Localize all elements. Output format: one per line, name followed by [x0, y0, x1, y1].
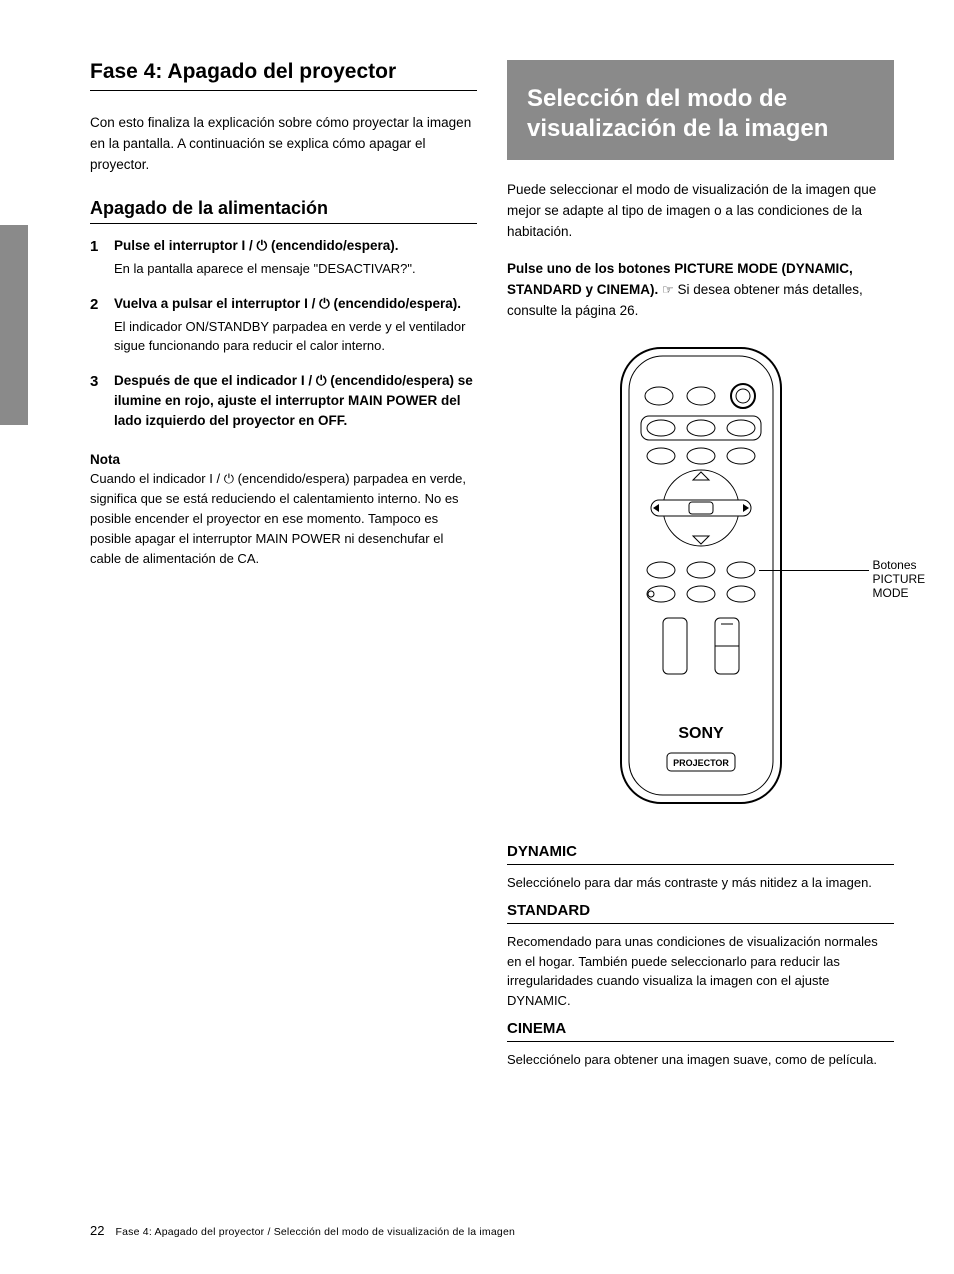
step-sub: El indicador ON/STANDBY parpadea en verd…	[114, 317, 477, 356]
step-bold: Vuelva a pulsar el interruptor I / ⏻ (en…	[114, 296, 461, 311]
step-body: Pulse el interruptor I / ⏻ (encendido/es…	[114, 236, 477, 279]
remote-badge: PROJECTOR	[673, 758, 729, 768]
page-footer-text: Fase 4: Apagado del proyector / Selecció…	[116, 1226, 516, 1238]
step-number: 3	[90, 371, 114, 432]
step-bold: Pulse el interruptor I / ⏻ (encendido/es…	[114, 238, 399, 253]
left-intro: Con esto finaliza la explicación sobre c…	[90, 113, 477, 176]
callout-text-2: PICTURE	[873, 572, 926, 586]
power-icon: I / ⏻	[304, 296, 330, 311]
standard-body: Recomendado para unas condiciones de vis…	[507, 932, 894, 1010]
page-number: 22	[90, 1223, 104, 1238]
turn-off-heading: Apagado de la alimentación	[90, 198, 477, 224]
page-footer: 22 Fase 4: Apagado del proyector / Selec…	[90, 1223, 515, 1238]
step-number: 1	[90, 236, 114, 279]
dynamic-body: Selecciónelo para dar más contraste y má…	[507, 873, 894, 893]
pointing-hand-icon: ☞	[662, 282, 674, 297]
left-column: Fase 4: Apagado del proyector Con esto f…	[90, 60, 477, 1080]
step-text-pre: Después de que el indicador	[114, 373, 301, 388]
remote-illustration: SONY PROJECTOR Botones PICTURE MODE	[601, 338, 801, 821]
step-item: 1 Pulse el interruptor I / ⏻ (encendido/…	[90, 236, 477, 279]
note-body: Cuando el indicador I / ⏻ (encendido/esp…	[90, 469, 477, 570]
page-content: Fase 4: Apagado del proyector Con esto f…	[0, 0, 954, 1274]
standard-heading: STANDARD	[507, 902, 894, 924]
mode-intro-text: Puede seleccionar el modo de visualizaci…	[507, 182, 876, 239]
two-column-layout: Fase 4: Apagado del proyector Con esto f…	[90, 60, 894, 1080]
callout-text-3: MODE	[873, 586, 909, 600]
callout-text-1: Botones	[873, 558, 917, 572]
cinema-body: Selecciónelo para obtener una imagen sua…	[507, 1050, 894, 1070]
step-number: 2	[90, 294, 114, 356]
right-column: Selección del modo de visualización de l…	[507, 60, 894, 1080]
mode-intro: Puede seleccionar el modo de visualizaci…	[507, 180, 894, 243]
left-section-title: Fase 4: Apagado del proyector	[90, 60, 477, 91]
dynamic-heading: DYNAMIC	[507, 843, 894, 865]
note-label: Nota	[90, 452, 477, 467]
callout-label: Botones PICTURE MODE	[873, 558, 926, 600]
step-bold: Después de que el indicador I / ⏻ (encen…	[114, 373, 473, 429]
step-body: Vuelva a pulsar el interruptor I / ⏻ (en…	[114, 294, 477, 356]
remote-brand: SONY	[678, 725, 724, 742]
mode-title: Selección del modo de visualización de l…	[527, 84, 874, 144]
step-text-after: (encendido/espera).	[267, 238, 398, 253]
mode-title-box: Selección del modo de visualización de l…	[507, 60, 894, 160]
cinema-heading: CINEMA	[507, 1020, 894, 1042]
step-sub: En la pantalla aparece el mensaje "DESAC…	[114, 259, 477, 279]
mode-instruction: Pulse uno de los botones PICTURE MODE (D…	[507, 259, 894, 322]
step-text-pre: Pulse el interruptor	[114, 238, 242, 253]
steps-list: 1 Pulse el interruptor I / ⏻ (encendido/…	[90, 236, 477, 432]
step-item: 3 Después de que el indicador I / ⏻ (enc…	[90, 371, 477, 432]
step-text-pre: Vuelva a pulsar el interruptor	[114, 296, 304, 311]
power-icon: I / ⏻	[242, 238, 268, 253]
callout-line	[759, 570, 869, 571]
power-icon: I / ⏻	[301, 373, 327, 388]
step-body: Después de que el indicador I / ⏻ (encen…	[114, 371, 477, 432]
step-text-after: (encendido/espera).	[330, 296, 461, 311]
remote-svg: SONY PROJECTOR	[601, 338, 801, 818]
step-item: 2 Vuelva a pulsar el interruptor I / ⏻ (…	[90, 294, 477, 356]
